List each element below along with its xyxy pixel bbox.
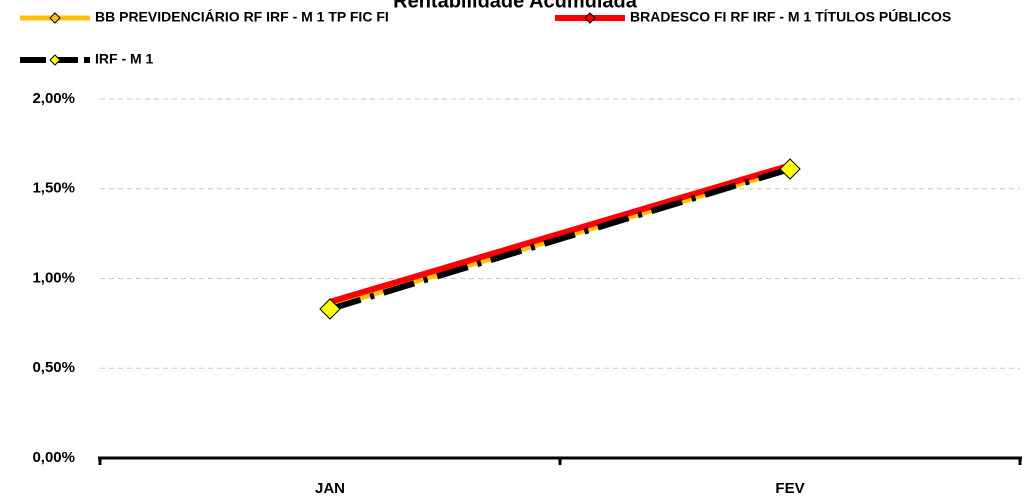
legend-label: BRADESCO FI RF IRF - M 1 TÍTULOS PÚBLICO… <box>630 8 951 25</box>
series-line <box>329 166 791 312</box>
y-tick-label: 1,00% <box>32 269 75 286</box>
y-tick-label: 1,50% <box>32 180 75 197</box>
x-tick-label: JAN <box>315 480 345 497</box>
y-tick-label: 0,00% <box>32 449 75 466</box>
chart-title: Rentabilidade Acumulada <box>393 0 638 12</box>
legend-label: IRF - M 1 <box>95 51 154 67</box>
legend-marker <box>49 54 61 66</box>
y-tick-label: 2,00% <box>32 90 75 107</box>
marker <box>779 158 801 180</box>
y-tick-label: 0,50% <box>32 359 75 376</box>
legend-label: BB PREVIDENCIÁRIO RF IRF - M 1 TP FIC FI <box>95 9 389 25</box>
legend-marker <box>584 12 596 24</box>
series-line <box>329 162 791 305</box>
marker <box>319 298 341 320</box>
x-tick-label: FEV <box>775 480 804 497</box>
legend-marker <box>49 12 61 24</box>
